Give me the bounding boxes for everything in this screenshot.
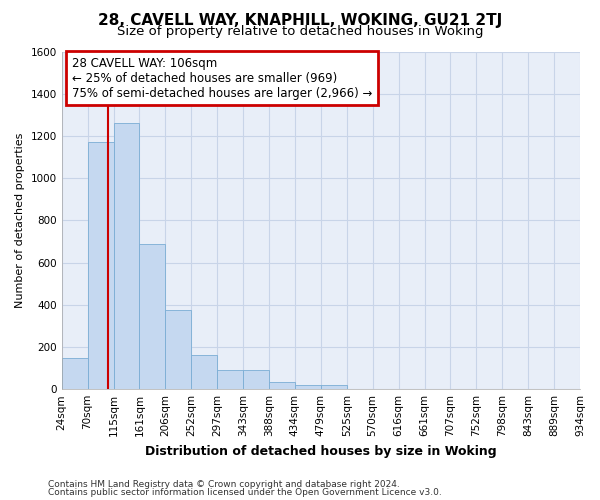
Bar xyxy=(139,244,166,389)
Bar xyxy=(166,310,191,389)
Bar xyxy=(88,142,113,389)
Bar xyxy=(269,382,295,389)
Bar xyxy=(191,356,217,389)
Bar xyxy=(243,370,269,389)
Y-axis label: Number of detached properties: Number of detached properties xyxy=(15,132,25,308)
Text: Size of property relative to detached houses in Woking: Size of property relative to detached ho… xyxy=(117,25,483,38)
Text: 28, CAVELL WAY, KNAPHILL, WOKING, GU21 2TJ: 28, CAVELL WAY, KNAPHILL, WOKING, GU21 2… xyxy=(98,12,502,28)
X-axis label: Distribution of detached houses by size in Woking: Distribution of detached houses by size … xyxy=(145,444,497,458)
Bar xyxy=(295,385,321,389)
Bar xyxy=(62,358,88,389)
Bar xyxy=(217,370,243,389)
Text: Contains HM Land Registry data © Crown copyright and database right 2024.: Contains HM Land Registry data © Crown c… xyxy=(48,480,400,489)
Text: 28 CAVELL WAY: 106sqm
← 25% of detached houses are smaller (969)
75% of semi-det: 28 CAVELL WAY: 106sqm ← 25% of detached … xyxy=(72,56,373,100)
Text: Contains public sector information licensed under the Open Government Licence v3: Contains public sector information licen… xyxy=(48,488,442,497)
Bar xyxy=(321,385,347,389)
Bar xyxy=(113,124,139,389)
